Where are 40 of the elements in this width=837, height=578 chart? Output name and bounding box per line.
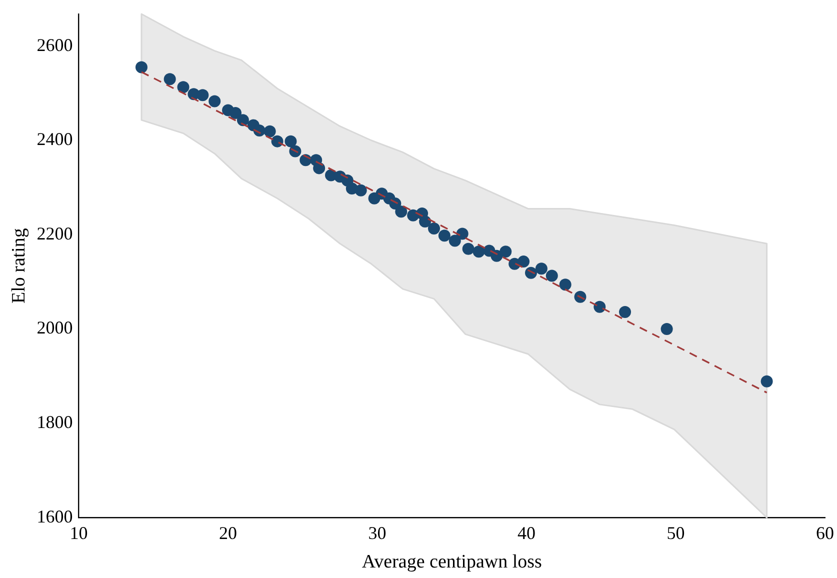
y-axis-title: Elo rating [8,228,30,304]
x-tick-label: 60 [816,523,834,544]
point [438,230,450,242]
point [177,81,190,94]
y-tick-label: 2400 [36,129,73,150]
x-tick-label: 50 [666,523,685,544]
x-tick-label: 30 [368,523,386,544]
x-tick-label: 20 [219,523,238,544]
point [164,73,176,86]
point [230,107,242,120]
point [264,125,276,138]
point [594,300,606,313]
point [559,278,572,291]
point [660,322,673,335]
point [236,114,249,126]
point [448,234,461,247]
point [546,270,558,282]
point [760,375,773,388]
point [196,89,209,102]
y-tick-label: 2000 [36,318,73,338]
point [208,95,221,108]
point [135,61,148,74]
point [313,162,326,174]
point [462,242,474,255]
x-axis-title: Average centipawn loss [362,552,542,573]
y-tick-label: 1800 [36,412,73,432]
point [518,256,530,268]
y-tick-label: 2600 [36,34,73,55]
x-tick-label: 40 [518,523,536,544]
point [284,135,297,148]
point [428,222,440,235]
y-tick-label: 2200 [36,223,73,244]
point [619,306,632,318]
point [419,215,432,228]
point [354,184,367,196]
point [456,228,468,240]
point [271,135,284,148]
point [535,262,548,275]
point [500,246,512,258]
point [395,206,408,218]
